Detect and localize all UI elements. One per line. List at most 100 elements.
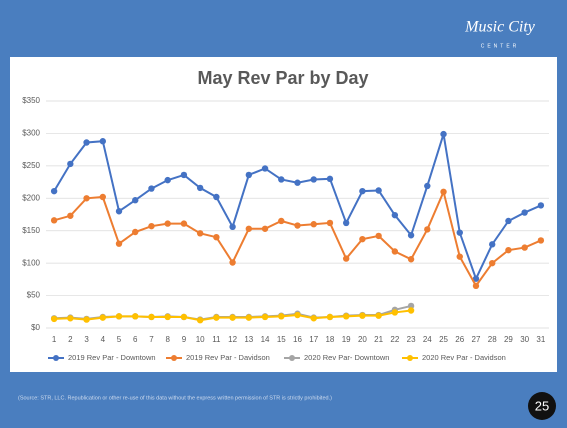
point-marker	[391, 309, 399, 316]
point-marker	[375, 187, 382, 194]
logo-subtext: CENTER	[481, 43, 520, 49]
x-tick-label: 11	[212, 335, 221, 344]
point-marker	[213, 314, 220, 321]
point-marker	[407, 302, 415, 310]
legend-label: 2020 Rev Par - Davidson	[422, 353, 506, 362]
point-marker	[407, 307, 415, 314]
x-tick-label: 28	[488, 335, 497, 344]
point-marker	[67, 212, 74, 219]
x-tick-label: 15	[277, 335, 286, 344]
x-tick-label: 5	[117, 335, 122, 344]
point-marker	[196, 184, 204, 192]
y-tick-label: $350	[22, 96, 40, 105]
x-tick-label: 24	[423, 335, 432, 344]
point-marker	[505, 246, 512, 254]
x-tick-label: 18	[325, 335, 334, 344]
point-marker	[310, 176, 317, 183]
point-marker	[521, 209, 528, 216]
legend-marker	[53, 355, 59, 361]
x-tick-label: 26	[455, 335, 464, 344]
point-marker	[132, 228, 139, 236]
point-marker	[391, 248, 399, 255]
x-tick-label: 20	[358, 335, 367, 344]
point-marker	[148, 313, 155, 321]
point-marker	[294, 179, 301, 186]
x-tick-label: 31	[536, 335, 545, 344]
x-tick-label: 8	[165, 335, 170, 344]
point-marker	[115, 208, 123, 215]
point-marker	[424, 226, 431, 233]
point-marker	[440, 188, 447, 195]
point-marker	[440, 130, 447, 138]
x-tick-label: 23	[407, 335, 416, 344]
point-marker	[99, 193, 106, 201]
point-marker	[359, 187, 366, 195]
x-tick-label: 7	[149, 335, 154, 344]
legend-label: 2019 Rev Par - Davidson	[186, 353, 270, 362]
legend-label: 2019 Rev Par - Downtown	[68, 353, 156, 362]
x-tick-label: 25	[439, 335, 448, 344]
point-marker	[407, 256, 415, 263]
point-marker	[229, 223, 236, 231]
x-tick-label: 14	[261, 335, 270, 344]
x-tick-label: 27	[472, 335, 481, 344]
x-tick-label: 19	[342, 335, 351, 344]
point-marker	[391, 211, 399, 219]
x-tick-label: 10	[196, 335, 205, 344]
x-tick-label: 6	[133, 335, 138, 344]
point-marker	[310, 221, 317, 228]
point-marker	[115, 313, 123, 320]
legend-marker	[171, 355, 177, 361]
point-marker	[537, 237, 545, 244]
y-tick-label: $100	[22, 258, 40, 267]
point-marker	[375, 312, 382, 319]
point-marker	[489, 259, 496, 267]
point-marker	[294, 222, 301, 229]
point-marker	[115, 240, 123, 247]
point-marker	[326, 175, 334, 183]
logo-text: Music City	[464, 19, 536, 36]
point-marker	[278, 313, 285, 320]
y-tick-label: $200	[22, 193, 40, 202]
point-marker	[229, 259, 236, 266]
point-marker	[132, 197, 139, 204]
y-tick-label: $250	[22, 161, 40, 170]
point-marker	[180, 220, 188, 227]
point-marker	[229, 314, 236, 321]
x-tick-label: 21	[374, 335, 383, 344]
chart-title: May Rev Par by Day	[197, 68, 368, 88]
point-marker	[424, 182, 431, 190]
point-marker	[359, 235, 366, 243]
point-marker	[50, 187, 58, 195]
point-marker	[261, 313, 269, 321]
point-marker	[83, 195, 90, 202]
point-marker	[326, 219, 334, 227]
point-marker	[196, 317, 204, 324]
point-marker	[164, 313, 171, 321]
point-marker	[456, 253, 463, 260]
point-marker	[294, 311, 301, 319]
point-marker	[456, 229, 463, 236]
point-marker	[67, 160, 74, 168]
page-badge	[528, 392, 556, 420]
point-marker	[342, 313, 350, 320]
x-tick-label: 16	[293, 335, 302, 344]
point-marker	[407, 232, 415, 239]
point-marker	[472, 282, 480, 290]
point-marker	[50, 217, 58, 224]
point-marker	[132, 313, 139, 320]
point-marker	[326, 313, 334, 321]
x-tick-label: 17	[309, 335, 318, 344]
legend-label: 2020 Rev Par- Downtown	[304, 353, 389, 362]
point-marker	[67, 315, 74, 322]
y-tick-label: $300	[22, 129, 40, 138]
point-marker	[505, 217, 512, 225]
x-tick-label: 2	[68, 335, 73, 344]
point-marker	[164, 176, 171, 184]
point-marker	[278, 176, 285, 183]
point-marker	[261, 225, 269, 232]
point-marker	[245, 225, 253, 232]
point-marker	[148, 222, 155, 230]
